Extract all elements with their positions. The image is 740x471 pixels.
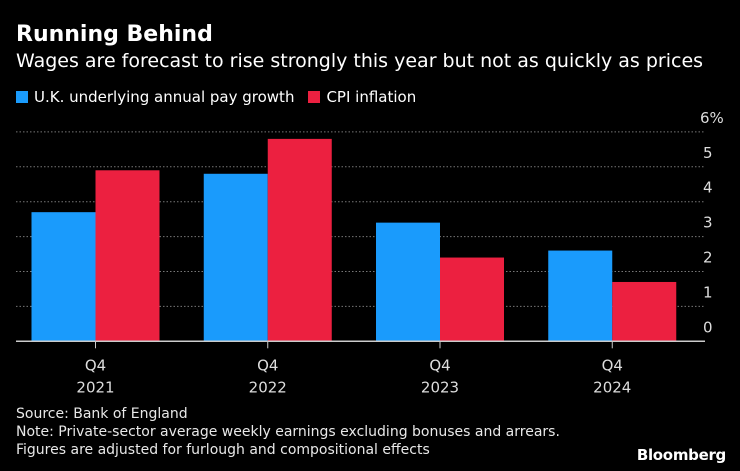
chart-title: Running Behind xyxy=(16,22,213,47)
bar-cpi xyxy=(612,281,677,342)
y-tick-label: 2 xyxy=(703,249,713,267)
y-tick-label: 0 xyxy=(703,318,713,336)
x-tick-label-year: 2022 xyxy=(249,378,287,396)
legend-item-pay: U.K. underlying annual pay growth xyxy=(16,88,294,106)
legend-swatch-pay xyxy=(16,91,28,103)
legend: U.K. underlying annual pay growth CPI in… xyxy=(16,88,416,106)
legend-item-cpi: CPI inflation xyxy=(308,88,416,106)
x-tick-label-year: 2021 xyxy=(76,378,114,396)
x-tick-label-quarter: Q4 xyxy=(85,356,106,374)
x-tick-label-quarter: Q4 xyxy=(602,356,623,374)
legend-label-cpi: CPI inflation xyxy=(326,88,417,106)
source-text: Source: Bank of England xyxy=(16,406,188,422)
legend-swatch-cpi xyxy=(308,91,321,103)
bar-cpi xyxy=(95,170,160,342)
bar-pay xyxy=(203,173,268,342)
x-tick-label-year: 2024 xyxy=(593,378,631,396)
bar-pay xyxy=(376,222,441,342)
bar-cpi xyxy=(440,257,505,342)
bar-cpi xyxy=(267,138,332,342)
x-tick-label-quarter: Q4 xyxy=(429,356,450,374)
legend-label-pay: U.K. underlying annual pay growth xyxy=(34,88,295,106)
x-tick-label-year: 2023 xyxy=(421,378,459,396)
footnotes: Source: Bank of England Note: Private-se… xyxy=(16,405,560,459)
note-text-1: Note: Private-sector average weekly earn… xyxy=(16,424,560,440)
bar-pay xyxy=(548,250,613,342)
chart-subtitle: Wages are forecast to rise strongly this… xyxy=(16,50,704,72)
bloomberg-logo: Bloomberg xyxy=(636,446,726,464)
y-tick-label: 4 xyxy=(703,179,713,197)
y-tick-label: 5 xyxy=(703,144,713,162)
note-text-2: Figures are adjusted for furlough and co… xyxy=(16,442,430,458)
y-tick-label: 1 xyxy=(703,283,713,301)
x-tick-label-quarter: Q4 xyxy=(257,356,278,374)
y-tick-label: 3 xyxy=(703,214,713,232)
bar-pay xyxy=(31,212,96,342)
y-tick-label: 6% xyxy=(700,109,724,127)
